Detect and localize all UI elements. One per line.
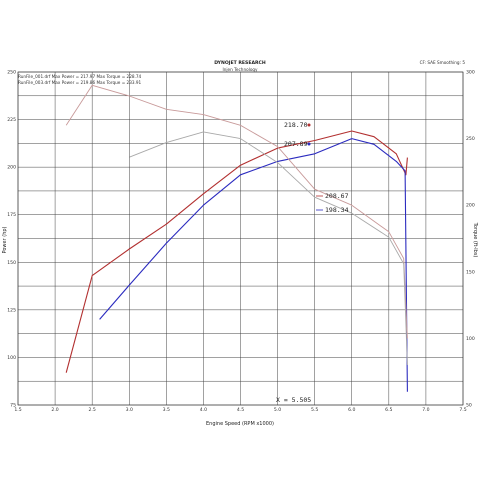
x-tick-label: 2.5 [89,407,96,413]
torque-series-line [65,84,408,339]
power-series-line [99,138,408,392]
plot-border [17,71,464,406]
torque-series-line [129,131,408,366]
x-tick-label: 4.0 [200,407,207,413]
legend-entry-1: RunFile_001.drf Max Power = 217.97 Max T… [18,74,142,79]
y-tick-label: 225 [7,117,16,123]
torque-label-red: 208.67 [325,192,349,200]
chart-settings: CF: SAE Smoothing: 5 [420,60,466,65]
y-tick-label: 150 [7,260,16,266]
y2-tick-labels: 50 100 150 200 250 300 [466,70,475,409]
torque-label-blue: 198.34 [325,206,349,214]
x-tick-label: 3.0 [126,407,133,413]
chart-subtitle: Injen Technology [222,67,258,72]
series-layer [65,84,408,392]
y-tick-label: 100 [7,355,16,361]
peak-marker-blue [307,142,311,146]
x-tick-label: 3.5 [163,407,170,413]
y2-axis-label: Torque (ft-lbs) [472,222,478,258]
y-tick-label: 250 [7,70,16,76]
grid [17,71,464,406]
y2-tick-label: 300 [466,70,475,76]
y-tick-label: 200 [7,165,16,171]
x-tick-label: 5.5 [311,407,318,413]
x-tick-label: 6.0 [348,407,355,413]
x-tick-label: 6.5 [385,407,392,413]
peak-marker-red [307,123,311,127]
peak-label-red: 218.70 [284,121,308,129]
x-tick-label: 4.5 [237,407,244,413]
peak-label-blue: 207.89 [284,140,308,148]
y2-tick-label: 250 [466,136,475,142]
x-tick-label: 7.0 [422,407,429,413]
y2-tick-label: 200 [466,203,475,209]
y2-tick-label: 50 [466,403,472,409]
y-axis-label: Power (hp) [2,226,8,253]
y-tick-label: 75 [10,403,16,409]
x-tick-labels: 1.5 2.0 2.5 3.0 3.5 4.0 4.5 5.0 5.5 6.0 6.5 7.0 7.5 [14,407,466,413]
x-axis-label: Engine Speed (RPM x1000) [206,421,274,427]
y-tick-label: 125 [7,307,16,313]
chart-title: DYNOJET RESEARCH [214,60,266,66]
y2-tick-label: 150 [466,269,475,275]
x-tick-label: 5.0 [274,407,281,413]
y2-tick-label: 100 [466,336,475,342]
y-tick-labels: 75 100 125 150 175 200 225 250 [7,70,16,409]
power-series-line [65,130,408,373]
x-tick-label: 2.0 [51,407,58,413]
x-tick-label: 1.5 [14,407,21,413]
x-tick-label: 7.5 [459,407,466,413]
legend-entry-2: RunFile_003.drf Max Power = 219.86 Max T… [18,80,142,85]
x-readout: X = 5.505 [276,396,311,404]
y-tick-label: 175 [7,212,16,218]
